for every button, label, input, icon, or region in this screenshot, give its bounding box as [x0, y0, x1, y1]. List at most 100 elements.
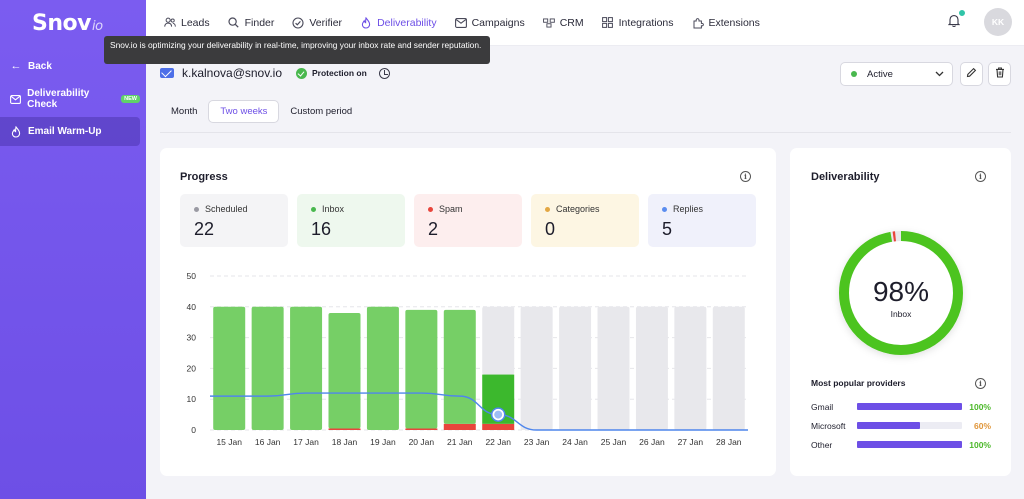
stat-value: 2 — [428, 219, 439, 239]
nav-label: Campaigns — [471, 16, 525, 29]
x-tick-label: 20 Jan — [409, 437, 435, 447]
stat-scheduled: Scheduled 22 — [180, 194, 288, 247]
delete-button[interactable] — [988, 62, 1011, 86]
provider-name: Microsoft — [811, 420, 846, 431]
replies-line — [210, 392, 748, 431]
chart-bar-segment[interactable] — [520, 306, 553, 430]
providers: Most popular providers i Gmail 100% Micr… — [811, 378, 991, 454]
info-icon[interactable]: i — [975, 171, 986, 182]
y-tick-label: 20 — [187, 363, 197, 373]
nav-crm[interactable]: CRM — [542, 17, 584, 29]
search-icon — [228, 17, 240, 29]
stat-spam: Spam 2 — [414, 194, 522, 247]
deliverability-title: Deliverability — [811, 171, 880, 183]
nav-deliverability[interactable]: Deliverability — [360, 16, 437, 29]
stat-label: Spam — [439, 204, 463, 214]
provider-bar — [857, 441, 962, 448]
provider-percent: 60% — [973, 420, 991, 431]
y-tick-label: 40 — [187, 302, 197, 312]
sidebar-item-deliverability-check[interactable]: Deliverability Check NEW — [0, 85, 140, 113]
nav-label: Extensions — [708, 16, 760, 29]
sidebar: Snov io ← Back Deliverability Check NEW E… — [0, 0, 146, 499]
chart-bar-segment[interactable] — [213, 306, 246, 430]
mail-icon — [454, 17, 467, 29]
chart-bar-segment[interactable] — [405, 428, 438, 430]
chart-bar-segment[interactable] — [674, 306, 707, 430]
trash-icon — [995, 67, 1005, 81]
avatar[interactable]: KK — [984, 8, 1012, 36]
nav-leads[interactable]: Leads — [164, 17, 210, 29]
tooltip: Snov.io is optimizing your deliverabilit… — [104, 36, 490, 64]
chart-bar-segment[interactable] — [482, 306, 515, 375]
info-icon[interactable]: i — [740, 171, 751, 182]
back-button[interactable]: ← Back — [0, 52, 140, 80]
bell-icon — [947, 15, 961, 30]
divider — [160, 132, 1011, 133]
progress-card: Progress i Scheduled 22 Inbox 16 Spam 2 … — [160, 148, 776, 476]
chart-bar-segment[interactable] — [559, 306, 592, 430]
back-label: Back — [28, 60, 52, 72]
provider-percent: 100% — [969, 439, 991, 450]
logo[interactable]: Snov io — [0, 0, 146, 46]
nav-campaigns[interactable]: Campaigns — [454, 16, 525, 29]
chart-bar-segment[interactable] — [290, 306, 323, 430]
tab-custom-period[interactable]: Custom period — [290, 106, 353, 117]
mail-icon — [160, 68, 174, 78]
chart-bar-segment[interactable] — [328, 428, 361, 430]
info-icon[interactable]: i — [975, 378, 986, 389]
arrow-left-icon: ← — [10, 60, 22, 72]
nav-label: Finder — [244, 16, 275, 29]
nav-extensions[interactable]: Extensions — [692, 17, 760, 29]
stat-value: 0 — [545, 219, 556, 239]
mail-check-icon — [9, 92, 22, 106]
status-value: Active — [867, 68, 893, 80]
provider-name: Other — [811, 439, 833, 450]
y-tick-label: 30 — [187, 333, 197, 343]
chart-bar-segment[interactable] — [405, 309, 438, 429]
chart-bar-segment[interactable] — [443, 423, 476, 430]
chart-bar-segment[interactable] — [635, 306, 668, 430]
nav-finder[interactable]: Finder — [228, 16, 275, 29]
status-dot — [851, 71, 857, 77]
stat-dot — [662, 206, 667, 212]
sidebar-item-email-warm-up[interactable]: Email Warm-Up — [0, 117, 140, 146]
chart-bar-segment[interactable] — [443, 309, 476, 424]
notifications-button[interactable] — [946, 9, 966, 30]
stat-value: 22 — [194, 219, 215, 239]
sidebar-item-label: Email Warm-Up — [28, 126, 102, 137]
x-tick-label: 27 Jan — [678, 437, 704, 447]
x-tick-label: 23 Jan — [524, 437, 550, 447]
x-tick-label: 17 Jan — [293, 437, 319, 447]
tab-month[interactable]: Month — [171, 106, 198, 117]
x-tick-label: 28 Jan — [716, 437, 742, 447]
sidebar-item-label: Deliverability Check — [27, 88, 90, 110]
chart-bar-segment[interactable] — [251, 306, 284, 430]
nav-verifier[interactable]: Verifier — [292, 17, 342, 29]
edit-button[interactable] — [960, 62, 983, 86]
logo-text: Snov — [32, 10, 91, 36]
chart-bar-segment[interactable] — [366, 306, 399, 430]
protection-status: Protection on — [312, 68, 367, 78]
stat-categories: Categories 0 — [531, 194, 639, 247]
flame-icon — [9, 125, 23, 139]
shield-check-icon — [296, 67, 308, 79]
grid-icon — [602, 17, 614, 29]
progress-title: Progress — [180, 171, 228, 183]
nav-label: Integrations — [618, 16, 674, 29]
chart-bar-segment[interactable] — [712, 306, 745, 430]
tab-two-weeks[interactable]: Two weeks — [208, 100, 280, 123]
chart-bar-segment[interactable] — [597, 306, 630, 430]
providers-title: Most popular providers — [811, 378, 906, 388]
x-tick-label: 25 Jan — [601, 437, 627, 447]
chart-bar-segment[interactable] — [482, 423, 515, 430]
status-select[interactable]: Active — [840, 62, 953, 86]
provider-row: Gmail 100% — [811, 397, 991, 416]
stat-dot — [311, 206, 316, 212]
x-tick-label: 21 Jan — [447, 437, 473, 447]
chart-bar-segment[interactable] — [328, 312, 361, 429]
stat-dot — [194, 206, 199, 212]
clock-icon[interactable] — [378, 67, 390, 79]
x-tick-label: 18 Jan — [332, 437, 358, 447]
ring-background — [839, 231, 963, 355]
nav-integrations[interactable]: Integrations — [602, 17, 674, 29]
